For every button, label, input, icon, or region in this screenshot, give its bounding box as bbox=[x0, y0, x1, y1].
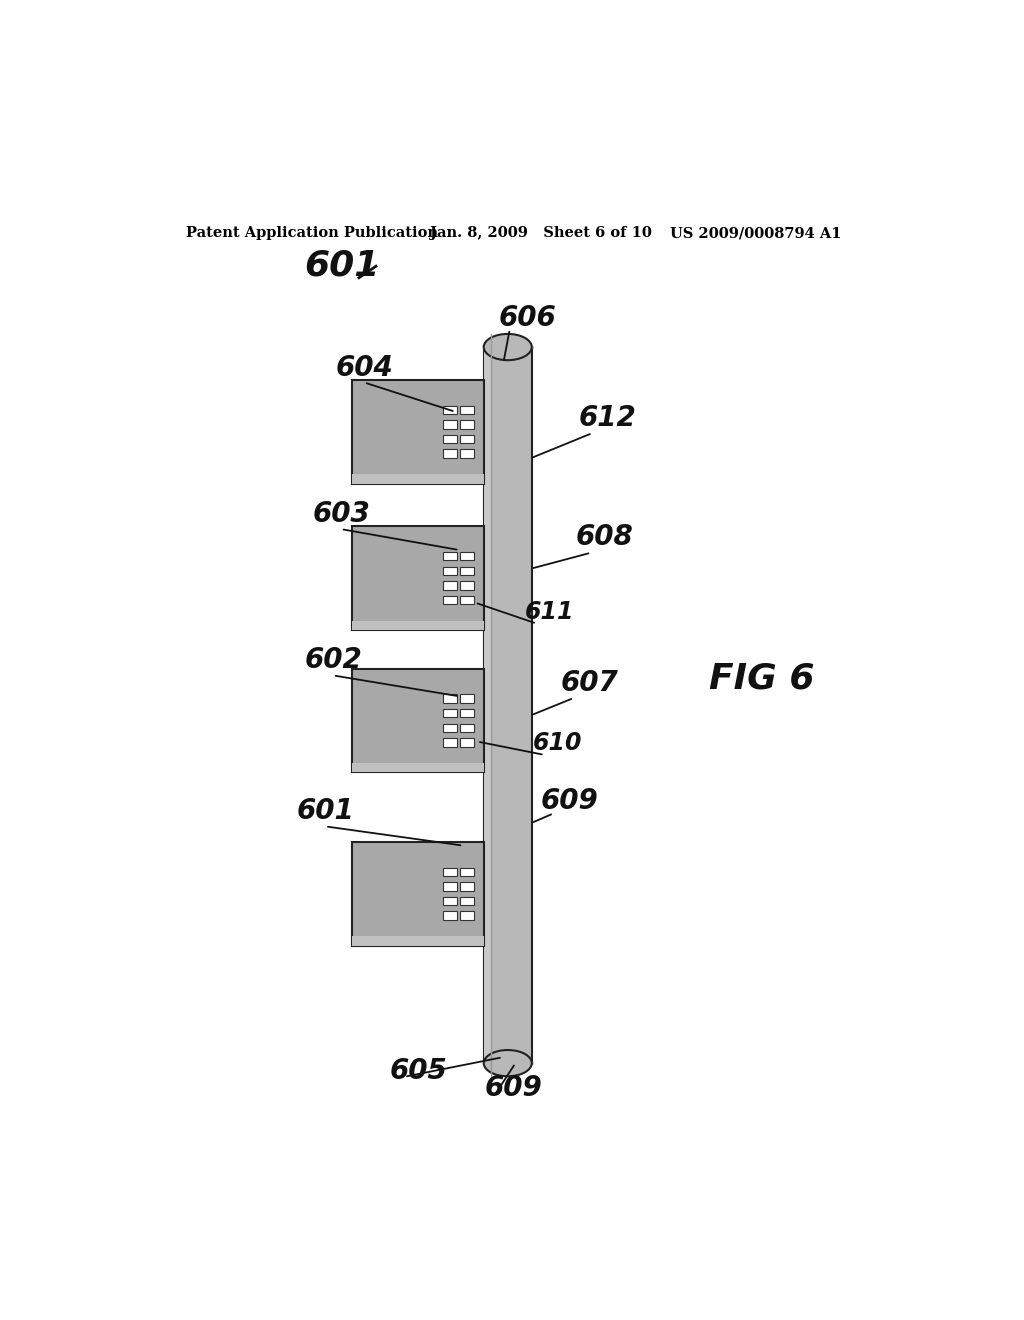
Text: 602: 602 bbox=[305, 647, 362, 675]
Text: 611: 611 bbox=[524, 599, 574, 624]
Bar bbox=[461, 581, 474, 590]
Bar bbox=[442, 867, 457, 876]
Text: 601: 601 bbox=[297, 797, 354, 825]
Bar bbox=[442, 449, 457, 458]
Bar bbox=[442, 882, 457, 891]
Text: Patent Application Publication: Patent Application Publication bbox=[186, 226, 438, 240]
Text: 609: 609 bbox=[541, 787, 598, 814]
Bar bbox=[352, 474, 483, 483]
Bar bbox=[352, 763, 483, 772]
Bar bbox=[352, 620, 483, 630]
Bar bbox=[461, 595, 474, 605]
Bar bbox=[442, 434, 457, 444]
Bar bbox=[442, 896, 457, 906]
Bar bbox=[442, 420, 457, 429]
Ellipse shape bbox=[483, 334, 531, 360]
Text: US 2009/0008794 A1: US 2009/0008794 A1 bbox=[671, 226, 842, 240]
Bar bbox=[442, 709, 457, 718]
Bar bbox=[461, 709, 474, 718]
Bar bbox=[352, 936, 483, 945]
Bar bbox=[442, 911, 457, 920]
Bar bbox=[461, 449, 474, 458]
Text: 605: 605 bbox=[390, 1056, 447, 1085]
Bar bbox=[461, 434, 474, 444]
Bar bbox=[442, 694, 457, 702]
Ellipse shape bbox=[483, 1049, 531, 1076]
Bar bbox=[461, 420, 474, 429]
Bar bbox=[461, 911, 474, 920]
Bar bbox=[442, 552, 457, 561]
Text: FIG 6: FIG 6 bbox=[710, 661, 815, 696]
Bar bbox=[442, 581, 457, 590]
Bar bbox=[352, 842, 483, 945]
Bar bbox=[442, 405, 457, 414]
Text: 606: 606 bbox=[499, 305, 556, 333]
Bar bbox=[461, 552, 474, 561]
Bar bbox=[461, 566, 474, 576]
Bar bbox=[442, 738, 457, 747]
Text: 603: 603 bbox=[312, 500, 371, 528]
Bar bbox=[461, 882, 474, 891]
Bar bbox=[442, 566, 457, 576]
Text: 610: 610 bbox=[532, 731, 582, 755]
Bar bbox=[352, 668, 483, 772]
Bar bbox=[461, 896, 474, 906]
Bar bbox=[352, 527, 483, 630]
Text: 609: 609 bbox=[484, 1074, 543, 1102]
Bar bbox=[442, 723, 457, 733]
Bar bbox=[461, 867, 474, 876]
Bar bbox=[461, 738, 474, 747]
Text: Jan. 8, 2009   Sheet 6 of 10: Jan. 8, 2009 Sheet 6 of 10 bbox=[430, 226, 652, 240]
Text: 608: 608 bbox=[575, 523, 634, 550]
Text: 604: 604 bbox=[336, 354, 393, 381]
Bar bbox=[461, 694, 474, 702]
Text: 601: 601 bbox=[305, 248, 380, 282]
Bar bbox=[352, 380, 483, 483]
Bar bbox=[483, 347, 531, 1063]
Bar bbox=[461, 405, 474, 414]
Bar bbox=[461, 723, 474, 733]
Text: 612: 612 bbox=[579, 404, 637, 433]
Text: 607: 607 bbox=[560, 669, 618, 697]
Bar bbox=[442, 595, 457, 605]
